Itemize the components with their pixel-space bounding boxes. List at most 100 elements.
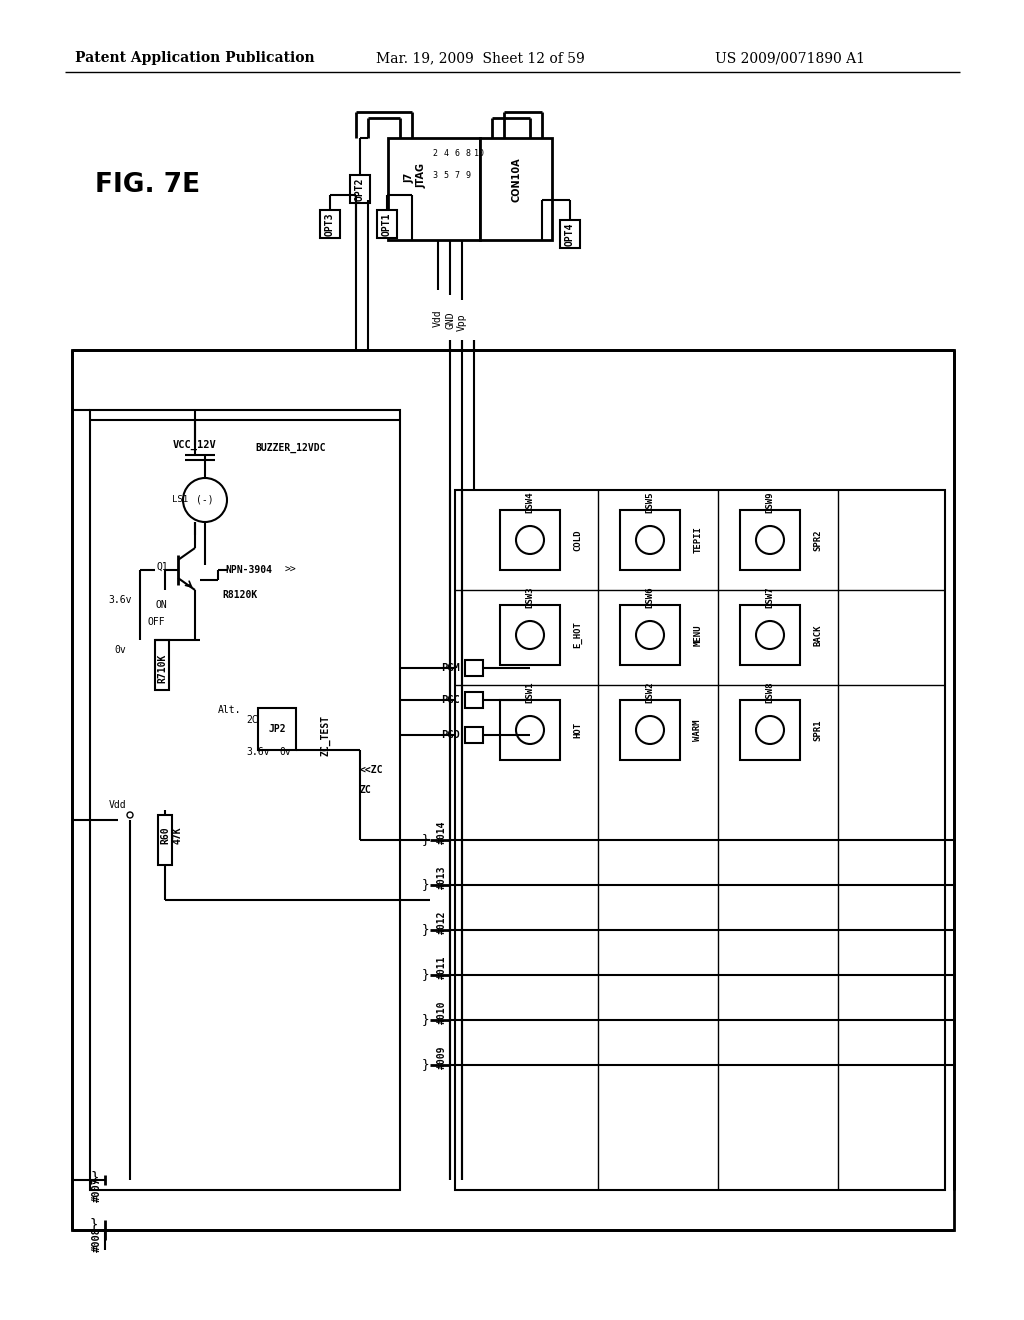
Text: #011: #011 <box>437 956 447 978</box>
Text: PGM: PGM <box>441 663 460 673</box>
Text: DSW2: DSW2 <box>645 681 654 702</box>
Text: #013: #013 <box>437 865 447 888</box>
Bar <box>465 692 483 708</box>
Text: 10: 10 <box>474 149 484 157</box>
Text: #009: #009 <box>437 1045 447 1069</box>
Circle shape <box>636 620 664 649</box>
Text: DSW1: DSW1 <box>525 681 535 702</box>
Circle shape <box>756 620 784 649</box>
Bar <box>350 176 370 203</box>
Text: #014: #014 <box>437 820 447 843</box>
Text: R8120K: R8120K <box>222 590 258 601</box>
Bar <box>90 411 400 1191</box>
Bar <box>158 814 172 865</box>
Text: }: } <box>421 969 429 982</box>
Text: J7: J7 <box>406 173 415 183</box>
Text: BACK: BACK <box>813 624 822 645</box>
Text: US 2009/0071890 A1: US 2009/0071890 A1 <box>715 51 865 65</box>
Text: Vdd: Vdd <box>433 309 443 327</box>
Text: Q1: Q1 <box>157 562 168 572</box>
Text: #008: #008 <box>92 1228 102 1253</box>
Text: ON: ON <box>155 601 167 610</box>
Bar <box>377 210 397 238</box>
Bar <box>388 139 480 240</box>
Text: TEPII: TEPII <box>693 527 702 553</box>
Text: OPT2: OPT2 <box>355 177 365 201</box>
Text: MENU: MENU <box>693 624 702 645</box>
Text: OPT4: OPT4 <box>565 222 575 246</box>
Bar <box>620 700 680 760</box>
Circle shape <box>636 525 664 554</box>
Text: 0v: 0v <box>280 747 291 756</box>
Text: ZC: ZC <box>360 785 372 795</box>
Text: }: } <box>91 1171 99 1185</box>
Text: 7: 7 <box>455 170 460 180</box>
Text: 5: 5 <box>443 170 449 180</box>
Text: >>: >> <box>285 565 297 576</box>
Bar <box>560 220 580 248</box>
Text: DSW3: DSW3 <box>525 586 535 607</box>
Text: 9: 9 <box>466 170 470 180</box>
Text: PGD: PGD <box>441 730 460 741</box>
Text: (-): (-) <box>197 495 214 506</box>
Text: FIG. 7E: FIG. 7E <box>95 172 201 198</box>
Text: }: } <box>421 879 429 891</box>
Bar <box>740 510 800 570</box>
Bar <box>740 700 800 760</box>
Text: R710K: R710K <box>157 653 167 682</box>
Text: ZC_TEST: ZC_TEST <box>319 714 330 755</box>
Text: SPR2: SPR2 <box>813 529 822 550</box>
Text: WARM: WARM <box>693 719 702 741</box>
Text: <<ZC: <<ZC <box>360 766 384 775</box>
Text: }: } <box>421 1059 429 1072</box>
Bar <box>500 510 560 570</box>
Text: COLD: COLD <box>573 529 583 550</box>
Text: DSW4: DSW4 <box>525 491 535 512</box>
Text: DSW7: DSW7 <box>766 586 774 607</box>
Text: Mar. 19, 2009  Sheet 12 of 59: Mar. 19, 2009 Sheet 12 of 59 <box>376 51 585 65</box>
Text: 2: 2 <box>432 149 437 157</box>
Text: BUZZER_12VDC: BUZZER_12VDC <box>255 444 326 453</box>
Bar <box>500 605 560 665</box>
Text: OPT3: OPT3 <box>325 213 335 236</box>
Text: DSW8: DSW8 <box>766 681 774 702</box>
Bar <box>480 139 552 240</box>
Text: HOT: HOT <box>573 722 583 738</box>
Text: Alt.: Alt. <box>218 705 242 715</box>
Text: Vpp: Vpp <box>457 313 467 331</box>
Text: 3: 3 <box>432 170 437 180</box>
Text: E_HOT: E_HOT <box>573 622 583 648</box>
Text: NPN-3904: NPN-3904 <box>225 565 272 576</box>
Text: #007: #007 <box>92 1177 102 1203</box>
Text: CON10A: CON10A <box>511 157 521 202</box>
Text: #012: #012 <box>437 911 447 933</box>
Circle shape <box>183 478 227 521</box>
Circle shape <box>756 525 784 554</box>
Circle shape <box>516 620 544 649</box>
Text: R60: R60 <box>160 826 170 843</box>
Text: }: } <box>90 1218 98 1232</box>
Circle shape <box>516 715 544 744</box>
Text: LS1: LS1 <box>172 495 188 504</box>
Text: 6: 6 <box>455 149 460 157</box>
Text: 4: 4 <box>443 149 449 157</box>
Text: SPR1: SPR1 <box>813 719 822 741</box>
Text: DSW9: DSW9 <box>766 491 774 512</box>
Text: 3.6v: 3.6v <box>109 595 132 605</box>
Bar <box>319 210 340 238</box>
Text: JTAG: JTAG <box>417 162 427 187</box>
Text: 2C: 2C <box>246 715 258 725</box>
Text: }: } <box>421 833 429 846</box>
Text: JP2: JP2 <box>268 723 286 734</box>
Circle shape <box>756 715 784 744</box>
Circle shape <box>516 525 544 554</box>
Text: OFF: OFF <box>148 616 166 627</box>
Text: }: } <box>421 924 429 936</box>
Text: 3.6v: 3.6v <box>246 747 269 756</box>
Text: #010: #010 <box>437 1001 447 1024</box>
Circle shape <box>127 812 133 818</box>
Text: 0v: 0v <box>114 645 126 655</box>
Text: Patent Application Publication: Patent Application Publication <box>75 51 314 65</box>
Text: VCC_12V: VCC_12V <box>173 440 217 450</box>
Bar <box>465 727 483 743</box>
